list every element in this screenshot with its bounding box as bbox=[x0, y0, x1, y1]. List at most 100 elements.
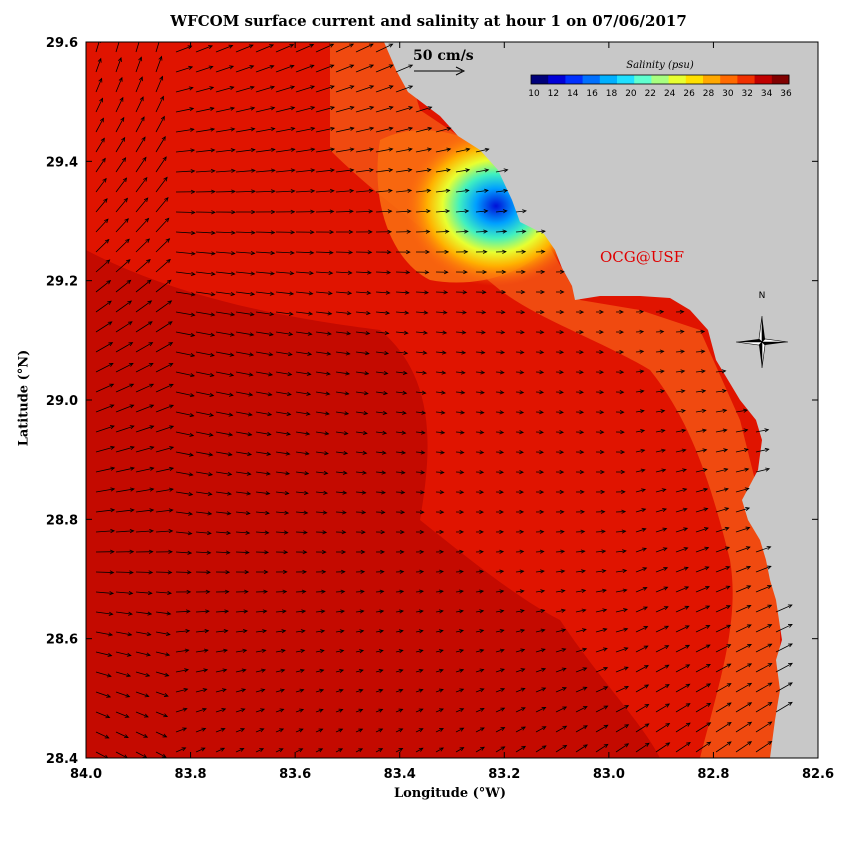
current-vector bbox=[395, 190, 412, 193]
current-vector bbox=[135, 218, 149, 233]
current-vector-head bbox=[363, 411, 369, 416]
current-vector bbox=[435, 210, 450, 213]
current-vector-head bbox=[683, 527, 689, 532]
current-vector bbox=[175, 291, 195, 296]
current-vector-head bbox=[329, 188, 335, 194]
current-vector bbox=[395, 669, 403, 673]
colorbar-swatch bbox=[634, 75, 652, 84]
colorbar-tick-label: 36 bbox=[780, 89, 792, 99]
current-vector-head bbox=[279, 728, 285, 733]
current-vector-head bbox=[299, 708, 305, 713]
current-vector-head bbox=[247, 451, 253, 457]
current-vector bbox=[115, 467, 135, 473]
current-vector-head bbox=[599, 329, 604, 335]
current-vector-head bbox=[681, 448, 687, 453]
current-vector bbox=[635, 684, 649, 693]
current-vector-head bbox=[704, 566, 710, 571]
current-vector-head bbox=[484, 168, 490, 173]
current-vector bbox=[275, 86, 295, 93]
current-vector-head bbox=[559, 450, 565, 455]
current-vector-head bbox=[620, 489, 626, 494]
current-vector-head bbox=[287, 391, 292, 397]
current-vector bbox=[375, 106, 393, 113]
current-vector-head bbox=[418, 629, 424, 634]
current-vector bbox=[375, 291, 390, 294]
current-vector bbox=[675, 644, 690, 653]
current-vector-head bbox=[427, 126, 433, 131]
current-vector bbox=[155, 751, 167, 758]
current-vector bbox=[555, 629, 566, 633]
current-vector bbox=[215, 747, 225, 753]
current-vector-head bbox=[361, 490, 367, 495]
current-vector-head bbox=[247, 432, 253, 437]
current-vector-head bbox=[388, 168, 394, 173]
current-vector bbox=[215, 511, 231, 515]
current-vector bbox=[115, 321, 133, 333]
current-vector-head bbox=[181, 747, 187, 752]
current-vector bbox=[375, 190, 393, 193]
current-vector bbox=[115, 631, 132, 636]
current-vector bbox=[295, 148, 315, 153]
current-vector bbox=[475, 210, 488, 213]
current-vector bbox=[175, 491, 193, 495]
current-vector bbox=[675, 606, 689, 613]
current-vector-head bbox=[745, 546, 751, 551]
current-vector bbox=[215, 291, 235, 295]
current-vector-head bbox=[330, 168, 335, 173]
current-vector bbox=[335, 748, 343, 753]
current-vector-head bbox=[388, 126, 394, 131]
current-vector-head bbox=[189, 452, 194, 457]
current-vector-head bbox=[561, 628, 567, 633]
current-vector bbox=[235, 149, 255, 153]
current-vector-head bbox=[339, 668, 345, 673]
current-vector bbox=[135, 571, 153, 573]
current-vector-head bbox=[125, 693, 131, 698]
current-vector-head bbox=[381, 490, 386, 495]
colorbar-swatch bbox=[685, 75, 704, 84]
current-vector bbox=[275, 311, 293, 315]
current-vector-head bbox=[308, 291, 314, 296]
current-vector bbox=[755, 565, 772, 573]
current-vector-head bbox=[382, 430, 388, 435]
current-vector-head bbox=[318, 728, 324, 733]
current-vector bbox=[515, 551, 524, 553]
current-vector-head bbox=[147, 300, 153, 305]
current-vector-head bbox=[366, 290, 372, 295]
current-vector-head bbox=[479, 688, 485, 693]
current-vector-head bbox=[284, 491, 290, 496]
current-vector-head bbox=[540, 648, 546, 653]
current-vector-head bbox=[228, 432, 234, 437]
current-vector-head bbox=[500, 746, 506, 751]
current-vector-head bbox=[240, 708, 246, 713]
current-vector-head bbox=[400, 510, 406, 515]
current-vector-head bbox=[209, 106, 215, 111]
current-vector-head bbox=[318, 748, 324, 753]
current-vector-head bbox=[521, 745, 527, 750]
current-vector bbox=[175, 108, 194, 113]
current-vector bbox=[415, 331, 428, 334]
current-vector-head bbox=[464, 209, 470, 214]
current-vector bbox=[435, 351, 446, 354]
current-vector-head bbox=[701, 408, 707, 414]
current-vector bbox=[235, 331, 254, 336]
current-vector-head bbox=[290, 168, 296, 173]
current-vector bbox=[135, 488, 154, 493]
current-vector bbox=[535, 570, 544, 573]
current-vector-head bbox=[342, 510, 347, 515]
current-vector bbox=[215, 491, 232, 495]
current-vector-head bbox=[267, 412, 273, 417]
current-vector bbox=[275, 531, 288, 534]
current-vector bbox=[255, 190, 275, 193]
current-vector-head bbox=[104, 754, 109, 758]
current-vector bbox=[115, 425, 134, 433]
map-area bbox=[86, 42, 818, 758]
current-vector-head bbox=[244, 589, 249, 594]
current-vector-head bbox=[210, 271, 216, 276]
current-vector-head bbox=[387, 229, 393, 234]
current-vector-head bbox=[320, 609, 326, 614]
current-vector-head bbox=[579, 430, 585, 435]
current-vector bbox=[395, 64, 413, 73]
current-vector-head bbox=[624, 743, 630, 748]
current-vector-head bbox=[265, 471, 271, 476]
